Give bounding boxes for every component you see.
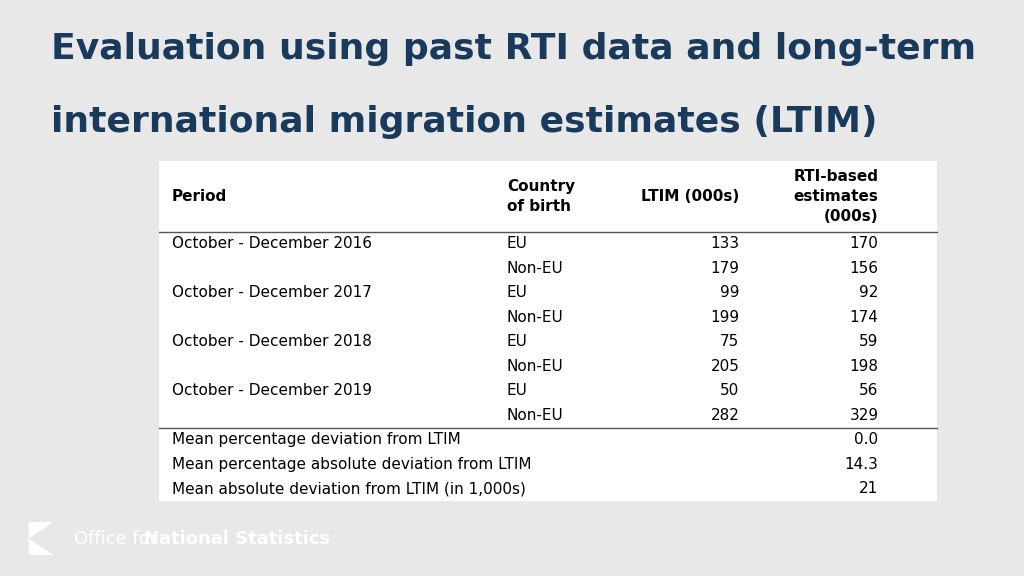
Polygon shape [29, 539, 53, 555]
Text: Mean percentage deviation from LTIM: Mean percentage deviation from LTIM [172, 433, 461, 448]
Text: 133: 133 [711, 236, 739, 251]
Text: LTIM (000s): LTIM (000s) [641, 189, 739, 204]
Text: 156: 156 [850, 261, 879, 276]
Text: EU: EU [507, 285, 527, 300]
Text: 179: 179 [711, 261, 739, 276]
FancyBboxPatch shape [159, 161, 937, 501]
Text: EU: EU [507, 236, 527, 251]
Text: 75: 75 [720, 334, 739, 349]
Text: Non-EU: Non-EU [507, 408, 563, 423]
Text: October - December 2019: October - December 2019 [172, 384, 372, 399]
Text: 14.3: 14.3 [845, 457, 879, 472]
Text: 0.0: 0.0 [854, 433, 879, 448]
Text: Office for: Office for [74, 529, 163, 548]
Text: 170: 170 [850, 236, 879, 251]
Text: Mean absolute deviation from LTIM (in 1,000s): Mean absolute deviation from LTIM (in 1,… [172, 482, 526, 497]
Text: Non-EU: Non-EU [507, 261, 563, 276]
Text: 59: 59 [859, 334, 879, 349]
Text: 99: 99 [720, 285, 739, 300]
Text: October - December 2016: October - December 2016 [172, 236, 372, 251]
Text: 199: 199 [711, 310, 739, 325]
Text: 205: 205 [711, 359, 739, 374]
Text: Non-EU: Non-EU [507, 359, 563, 374]
Text: international migration estimates (LTIM): international migration estimates (LTIM) [51, 105, 878, 139]
Text: National Statistics: National Statistics [144, 529, 331, 548]
Text: Mean percentage absolute deviation from LTIM: Mean percentage absolute deviation from … [172, 457, 531, 472]
Polygon shape [29, 522, 53, 539]
Text: 282: 282 [711, 408, 739, 423]
Text: Evaluation using past RTI data and long-term: Evaluation using past RTI data and long-… [51, 32, 976, 66]
Text: October - December 2018: October - December 2018 [172, 334, 372, 349]
Text: 50: 50 [720, 384, 739, 399]
Text: Period: Period [172, 189, 227, 204]
Text: 174: 174 [850, 310, 879, 325]
Text: Country
of birth: Country of birth [507, 179, 575, 214]
Text: EU: EU [507, 334, 527, 349]
Text: October - December 2017: October - December 2017 [172, 285, 372, 300]
Text: 56: 56 [859, 384, 879, 399]
Text: Non-EU: Non-EU [507, 310, 563, 325]
Text: 329: 329 [850, 408, 879, 423]
Text: 92: 92 [859, 285, 879, 300]
Text: 198: 198 [850, 359, 879, 374]
Text: RTI-based
estimates
(000s): RTI-based estimates (000s) [794, 169, 879, 223]
Text: 21: 21 [859, 482, 879, 497]
Text: EU: EU [507, 384, 527, 399]
